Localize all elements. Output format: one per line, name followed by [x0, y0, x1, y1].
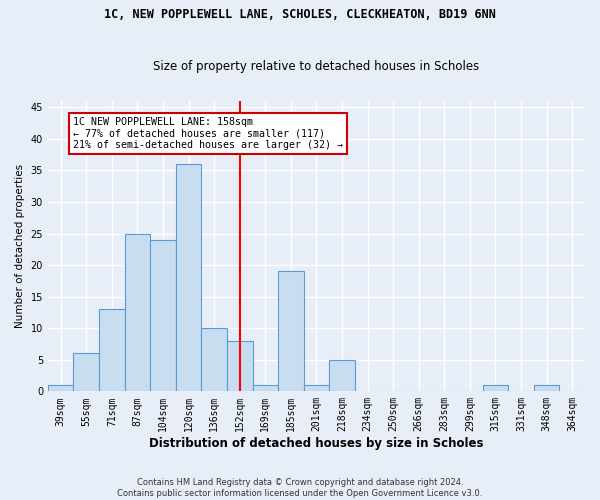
Bar	[150, 240, 176, 392]
Bar	[278, 272, 304, 392]
Text: Contains HM Land Registry data © Crown copyright and database right 2024.
Contai: Contains HM Land Registry data © Crown c…	[118, 478, 482, 498]
Bar	[304, 385, 329, 392]
Bar	[329, 360, 355, 392]
Text: 1C, NEW POPPLEWELL LANE, SCHOLES, CLECKHEATON, BD19 6NN: 1C, NEW POPPLEWELL LANE, SCHOLES, CLECKH…	[104, 8, 496, 20]
Y-axis label: Number of detached properties: Number of detached properties	[15, 164, 25, 328]
Bar	[48, 385, 73, 392]
Text: 1C NEW POPPLEWELL LANE: 158sqm
← 77% of detached houses are smaller (117)
21% of: 1C NEW POPPLEWELL LANE: 158sqm ← 77% of …	[73, 117, 343, 150]
Bar	[73, 354, 99, 392]
Bar	[227, 341, 253, 392]
Bar	[253, 385, 278, 392]
Bar	[202, 328, 227, 392]
Bar	[176, 164, 202, 392]
Title: Size of property relative to detached houses in Scholes: Size of property relative to detached ho…	[154, 60, 479, 74]
Bar	[482, 385, 508, 392]
X-axis label: Distribution of detached houses by size in Scholes: Distribution of detached houses by size …	[149, 437, 484, 450]
Bar	[99, 310, 125, 392]
Bar	[125, 234, 150, 392]
Bar	[534, 385, 559, 392]
